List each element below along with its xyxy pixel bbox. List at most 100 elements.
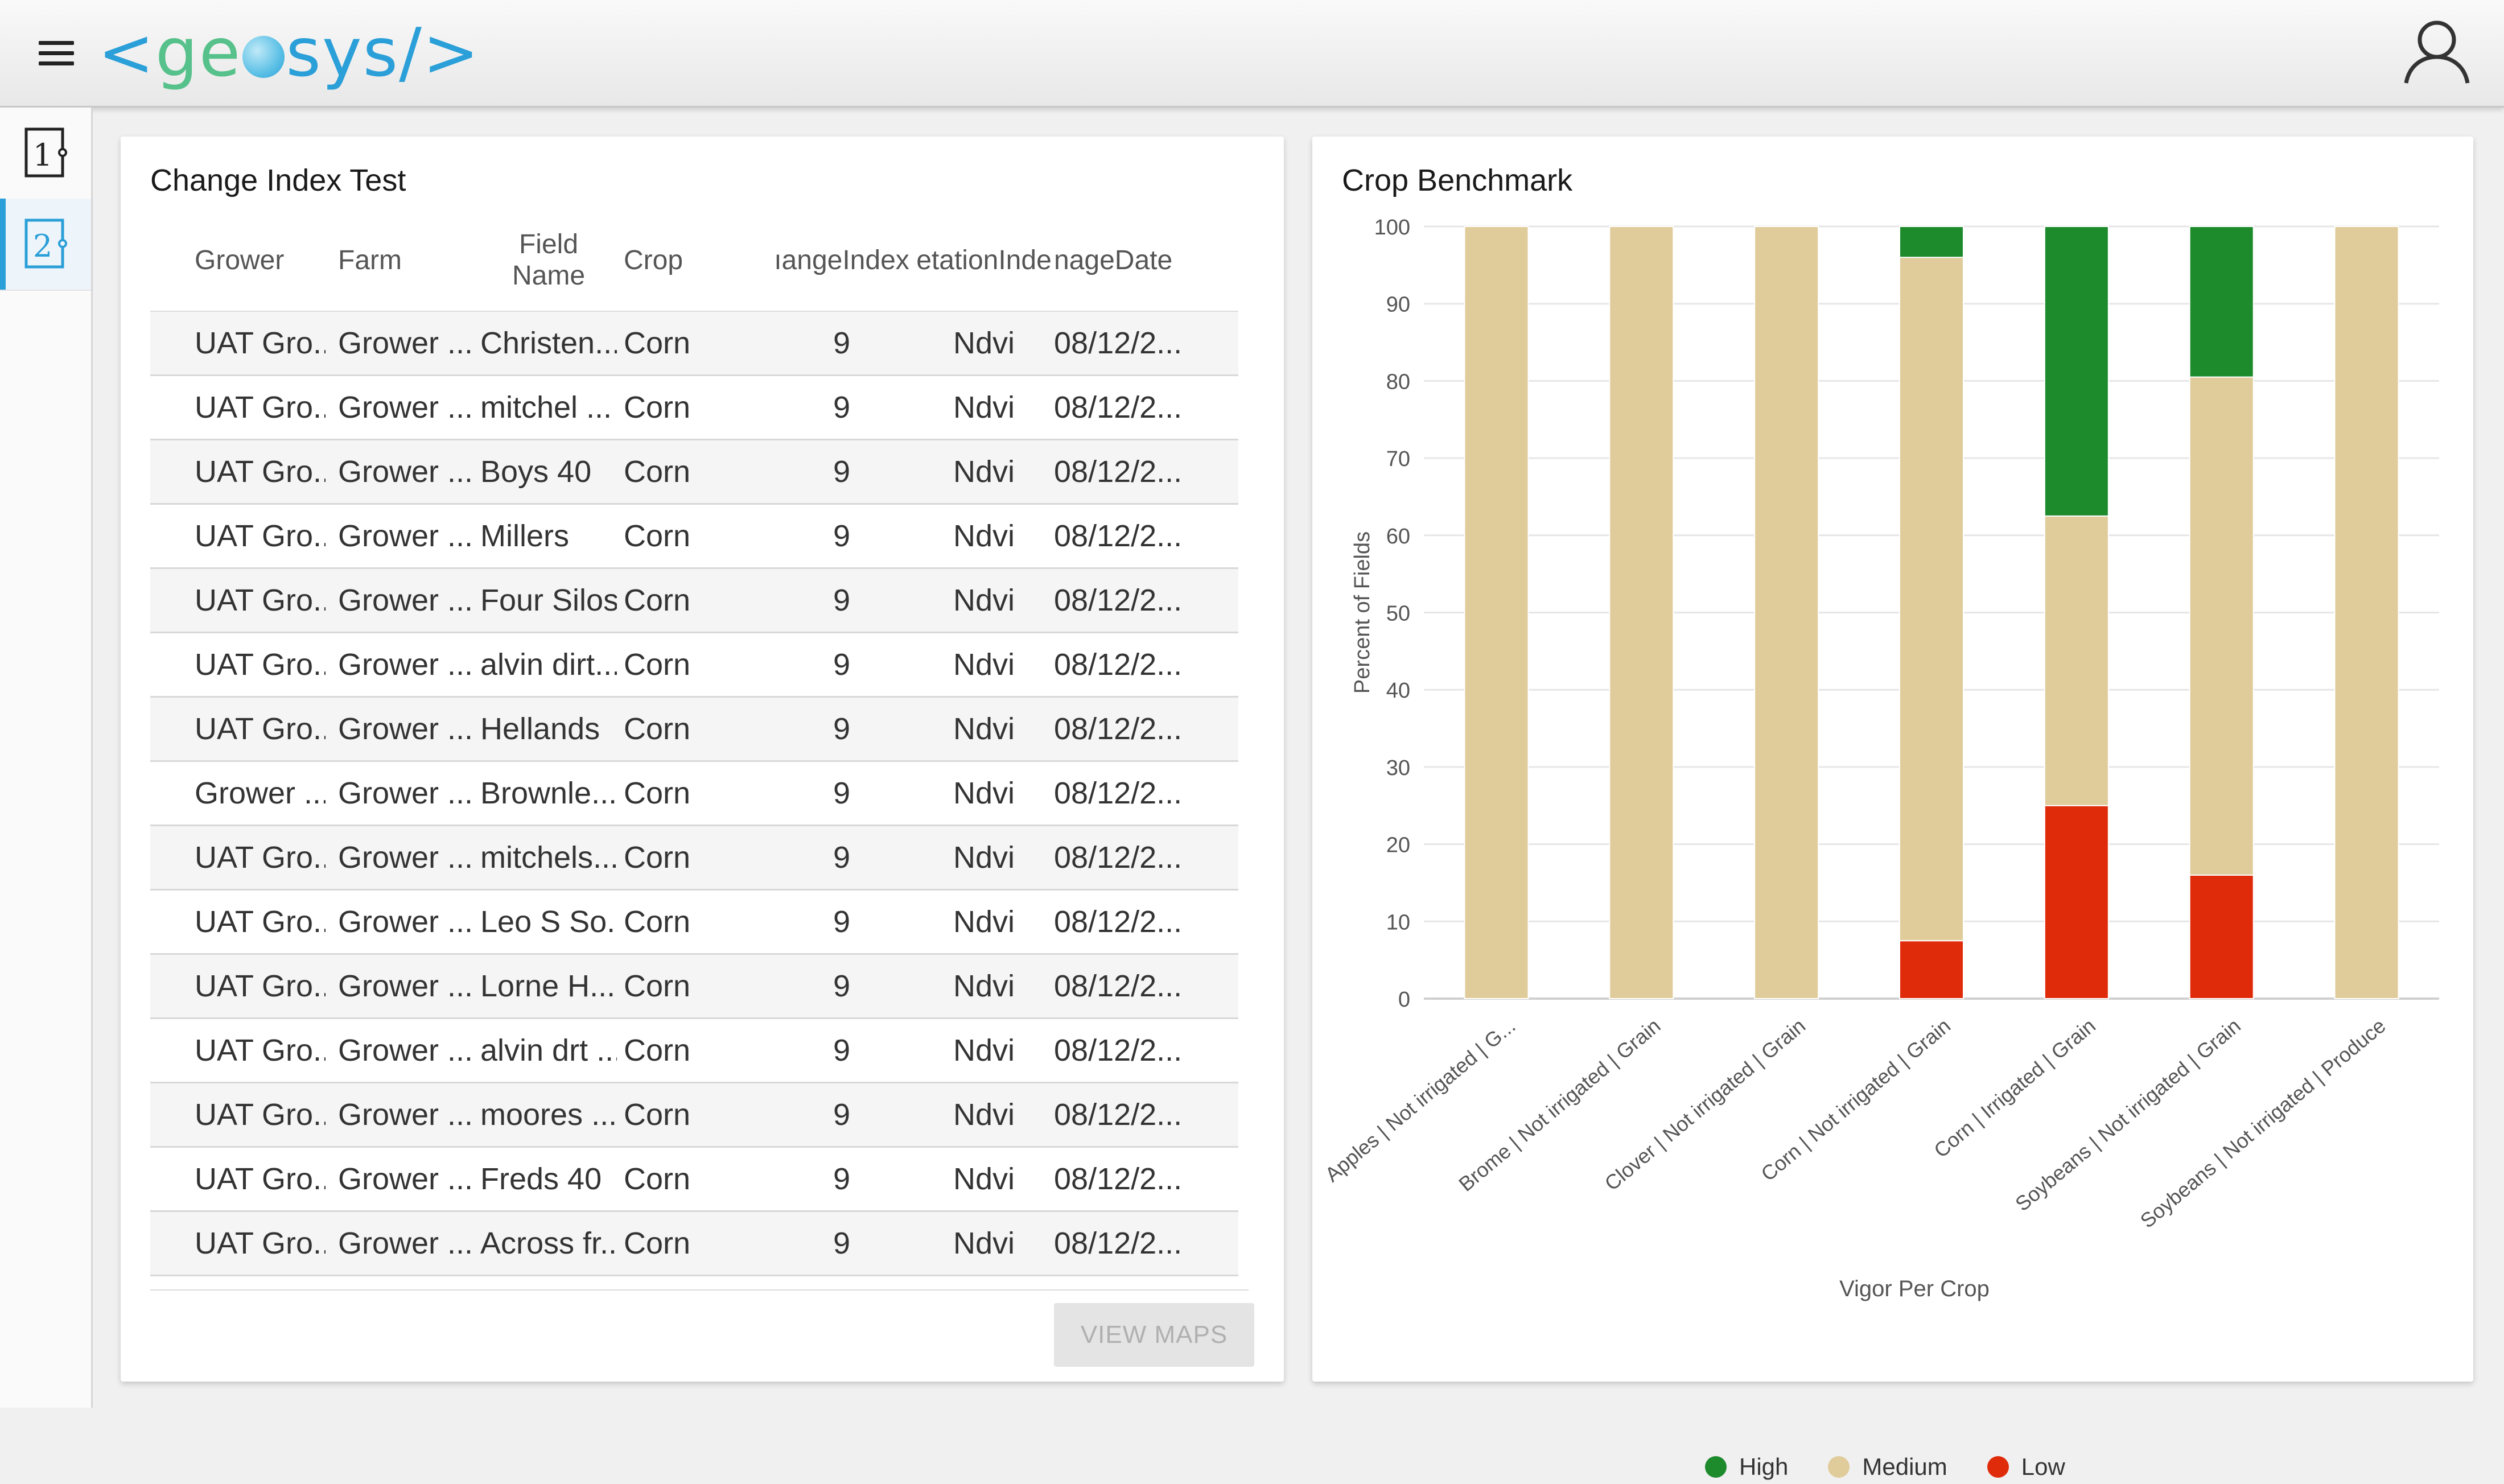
x-tick-label: Soybeans | Not irrigated | Grain — [2011, 1014, 2245, 1216]
column-header-4[interactable]: ıangeIndex — [774, 245, 909, 275]
bar-segment-medium[interactable] — [2334, 226, 2399, 999]
rail-item-1[interactable]: 1 — [0, 108, 91, 200]
bar-segment-medium[interactable] — [1754, 226, 1819, 999]
table-cell: 08/12/2... — [1054, 905, 1183, 939]
change-index-title: Change Index Test — [150, 163, 406, 197]
table-cell: Grower ... — [338, 583, 473, 617]
y-axis-label: Percent of Fields — [1350, 531, 1374, 694]
table-cell: 9 — [833, 840, 851, 875]
table-cell: Grower ... — [338, 1162, 473, 1196]
table-cell: alvin drt ... — [480, 1033, 617, 1067]
table-cell: Corn — [624, 840, 691, 875]
bar-segment-medium[interactable] — [1464, 226, 1529, 999]
legend-item-medium[interactable]: Medium — [1828, 1453, 1947, 1481]
bar-segment-high[interactable] — [2189, 226, 2254, 378]
table-cell: Ndvi — [953, 1226, 1015, 1260]
table-cell: Ndvi — [953, 390, 1015, 424]
table-header: Grower Farm Field Name Crop ıangeIndex etatio… — [150, 209, 1238, 312]
table-cell: Grower ... — [338, 648, 473, 682]
table-cell: Ndvi — [953, 583, 1015, 617]
table-cell: 9 — [833, 776, 851, 810]
y-tick-label: 20 — [1386, 834, 1410, 858]
bar-segment-medium[interactable] — [1899, 257, 1964, 942]
table-cell: UAT Gro... — [195, 1162, 326, 1196]
table-cell: 9 — [833, 1162, 851, 1196]
table-cell: 08/12/2... — [1054, 712, 1183, 746]
table-row[interactable]: UAT Gro... Grower ... alvin drt ... Corn 9 Nd… — [150, 1019, 1238, 1083]
table-cell: Corn — [624, 905, 691, 939]
legend-item-low[interactable]: Low — [1987, 1453, 2065, 1481]
bar-segment-medium[interactable] — [1609, 226, 1674, 999]
view-maps-button[interactable]: VIEW MAPS — [1054, 1303, 1254, 1367]
table-cell: Ndvi — [953, 969, 1015, 1003]
page-1-icon: 1 — [24, 127, 67, 178]
table-cell: Corn — [624, 455, 691, 489]
table-cell: UAT Gro... — [195, 519, 326, 553]
table-cell: Corn — [624, 776, 691, 810]
column-header-3[interactable]: Crop — [624, 245, 683, 275]
column-header-2[interactable]: Field Name — [512, 229, 586, 291]
table-cell: 9 — [833, 390, 851, 424]
bar-segment-low[interactable] — [2044, 805, 2109, 999]
table-cell: Corn — [624, 1226, 691, 1260]
table-cell: 9 — [833, 712, 851, 746]
table-cell: Ndvi — [953, 1162, 1015, 1196]
table-cell: Grower ... — [338, 840, 473, 875]
bar-segment-high[interactable] — [1899, 226, 1964, 258]
table-cell: Across fr... — [480, 1226, 617, 1260]
table-cell: UAT Gro... — [195, 326, 326, 360]
hamburger-menu-icon[interactable] — [39, 41, 74, 66]
table-row[interactable]: UAT Gro... Grower ... moores ... Corn 9 Ndvi 0… — [150, 1083, 1238, 1148]
user-profile-icon[interactable] — [2402, 16, 2472, 86]
table-cell: 08/12/2... — [1054, 583, 1183, 617]
table-row[interactable]: UAT Gro... Grower ... mitchel ... Corn 9 Ndvi… — [150, 376, 1238, 440]
y-tick-label: 60 — [1386, 525, 1410, 549]
bar-segment-low[interactable] — [2189, 874, 2254, 999]
table-cell: Corn — [624, 1162, 691, 1196]
table-cell: Grower ... — [338, 1226, 473, 1260]
table-row[interactable]: UAT Gro... Grower ... alvin dirt... Corn 9 Nd… — [150, 633, 1238, 698]
table-cell: Corn — [624, 326, 691, 360]
bar-segment-low[interactable] — [1899, 940, 1964, 999]
bar-segment-medium[interactable] — [2044, 515, 2109, 806]
table-cell: 08/12/2... — [1054, 776, 1183, 810]
column-header-1[interactable]: Farm — [338, 245, 402, 275]
table-cell: Corn — [624, 390, 691, 424]
table-row[interactable]: UAT Gro... Grower ... Christen... Corn 9 Ndvi… — [150, 312, 1238, 376]
table-cell: Ndvi — [953, 1033, 1015, 1067]
table-cell: Grower ... — [338, 776, 473, 810]
table-row[interactable]: UAT Gro... Grower ... Across fr... Corn 9 Ndv… — [150, 1212, 1238, 1276]
table-row[interactable]: UAT Gro... Grower ... Freds 40 Corn 9 Ndvi 08/… — [150, 1148, 1238, 1212]
table-row[interactable]: UAT Gro... Grower ... mitchels... Corn 9 Ndvi… — [150, 826, 1238, 891]
table-cell: Grower ... — [338, 1033, 473, 1067]
table-cell: Christen... — [480, 326, 617, 360]
rail-item-2[interactable]: 2 — [0, 199, 91, 291]
table-cell: 08/12/2... — [1054, 840, 1183, 875]
y-tick-label: 30 — [1386, 756, 1410, 780]
table-row[interactable]: UAT Gro... Grower ... Hellands Corn 9 Ndvi 08/… — [150, 698, 1238, 762]
table-row[interactable]: UAT Gro... Grower ... Four Silos Corn 9 Ndvi 0… — [150, 569, 1238, 633]
crop-benchmark-panel: Crop Benchmark 0 10 20 30 40 50 60 70 80 90 100 Per… — [1312, 137, 2473, 1480]
column-header-6[interactable]: nageDate — [1054, 245, 1173, 275]
legend-label: Low — [2021, 1453, 2065, 1480]
column-header-0[interactable]: Grower — [195, 245, 285, 275]
table-row[interactable]: UAT Gro... Grower ... Boys 40 Corn 9 Ndvi 08/1… — [150, 440, 1238, 505]
table-cell: 08/12/2... — [1054, 1162, 1183, 1196]
table-row[interactable]: Grower ... Grower ... Brownle... Corn 9 Ndvi 0… — [150, 762, 1238, 826]
bar-segment-high[interactable] — [2044, 226, 2109, 517]
table-row[interactable]: UAT Gro... Grower ... Lorne H... Corn 9 Ndvi 0… — [150, 955, 1238, 1019]
table-cell: Ndvi — [953, 776, 1015, 810]
logo-sys: sys — [286, 13, 400, 92]
table-cell: Lorne H... — [480, 969, 616, 1003]
legend-label: High — [1739, 1453, 1789, 1480]
legend-item-high[interactable]: High — [1705, 1453, 1788, 1481]
table-cell: Grower ... — [338, 390, 473, 424]
table-row[interactable]: UAT Gro... Grower ... Millers Corn 9 Ndvi 08/1… — [150, 505, 1238, 569]
table-cell: UAT Gro... — [195, 648, 326, 682]
column-header-5[interactable]: etationInde — [916, 245, 1052, 275]
legend-dot — [1828, 1456, 1850, 1478]
table-cell: Corn — [624, 1033, 691, 1067]
bar-segment-medium[interactable] — [2189, 376, 2254, 876]
table-row[interactable]: UAT Gro... Grower ...Leo S So...Corn 9 Ndvi… — [150, 891, 1238, 955]
